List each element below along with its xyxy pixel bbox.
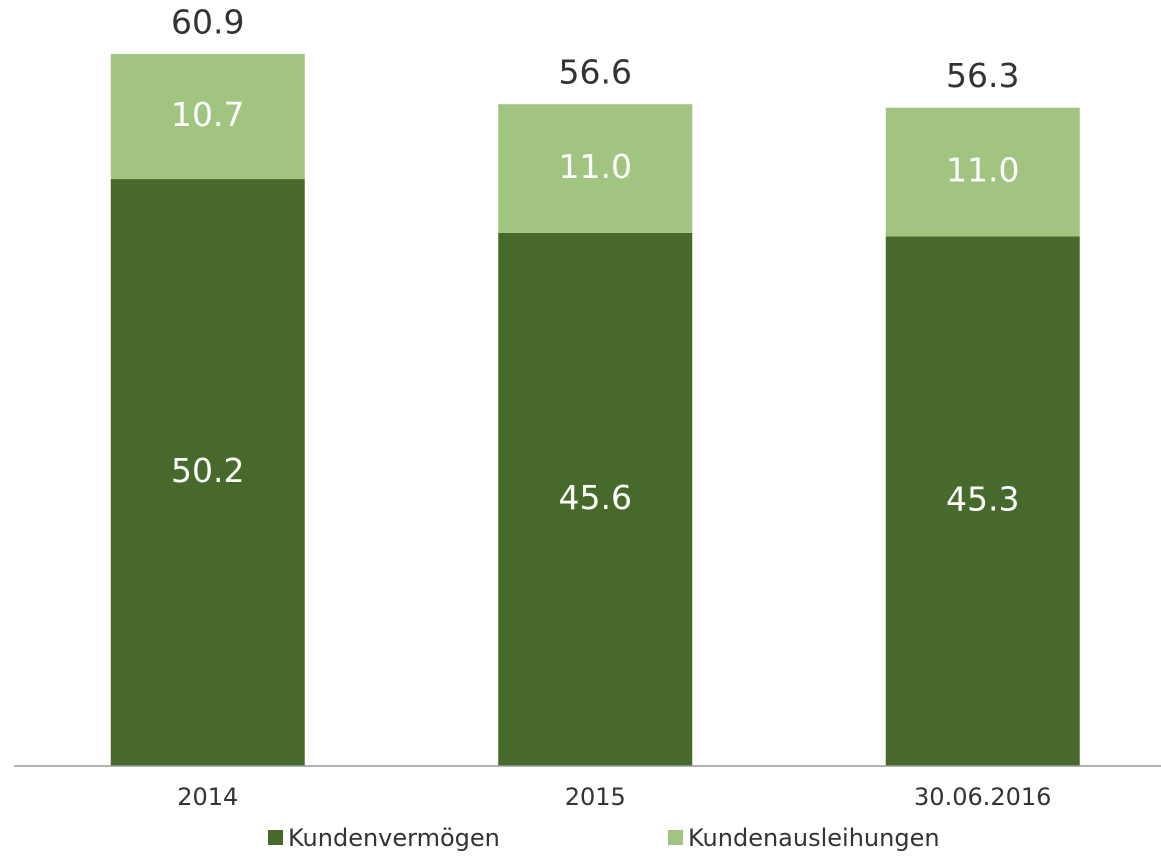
value-label: 10.7	[171, 95, 244, 134]
legend-label: Kundenausleihungen	[688, 824, 940, 852]
x-tick-label: 2014	[177, 783, 238, 811]
value-label: 45.6	[559, 478, 632, 517]
bar-segment	[110, 53, 305, 180]
x-tick-label: 30.06.2016	[914, 783, 1051, 811]
bar-segment	[498, 104, 693, 233]
bar-segment	[885, 107, 1080, 237]
total-label: 60.9	[171, 2, 244, 41]
legend-label: Kundenvermögen	[288, 824, 500, 852]
bar-segment	[110, 179, 305, 767]
value-label: 45.3	[946, 480, 1019, 519]
x-tick-label: 2015	[565, 783, 626, 811]
legend-swatch	[268, 830, 283, 845]
value-label: 11.0	[559, 147, 632, 186]
bar-segment	[885, 236, 1080, 767]
value-label: 11.0	[946, 151, 1019, 190]
total-label: 56.3	[946, 56, 1019, 95]
total-label: 56.6	[559, 53, 632, 92]
legend-swatch	[668, 830, 683, 845]
bar-segment	[498, 232, 693, 767]
value-label: 50.2	[171, 451, 244, 490]
